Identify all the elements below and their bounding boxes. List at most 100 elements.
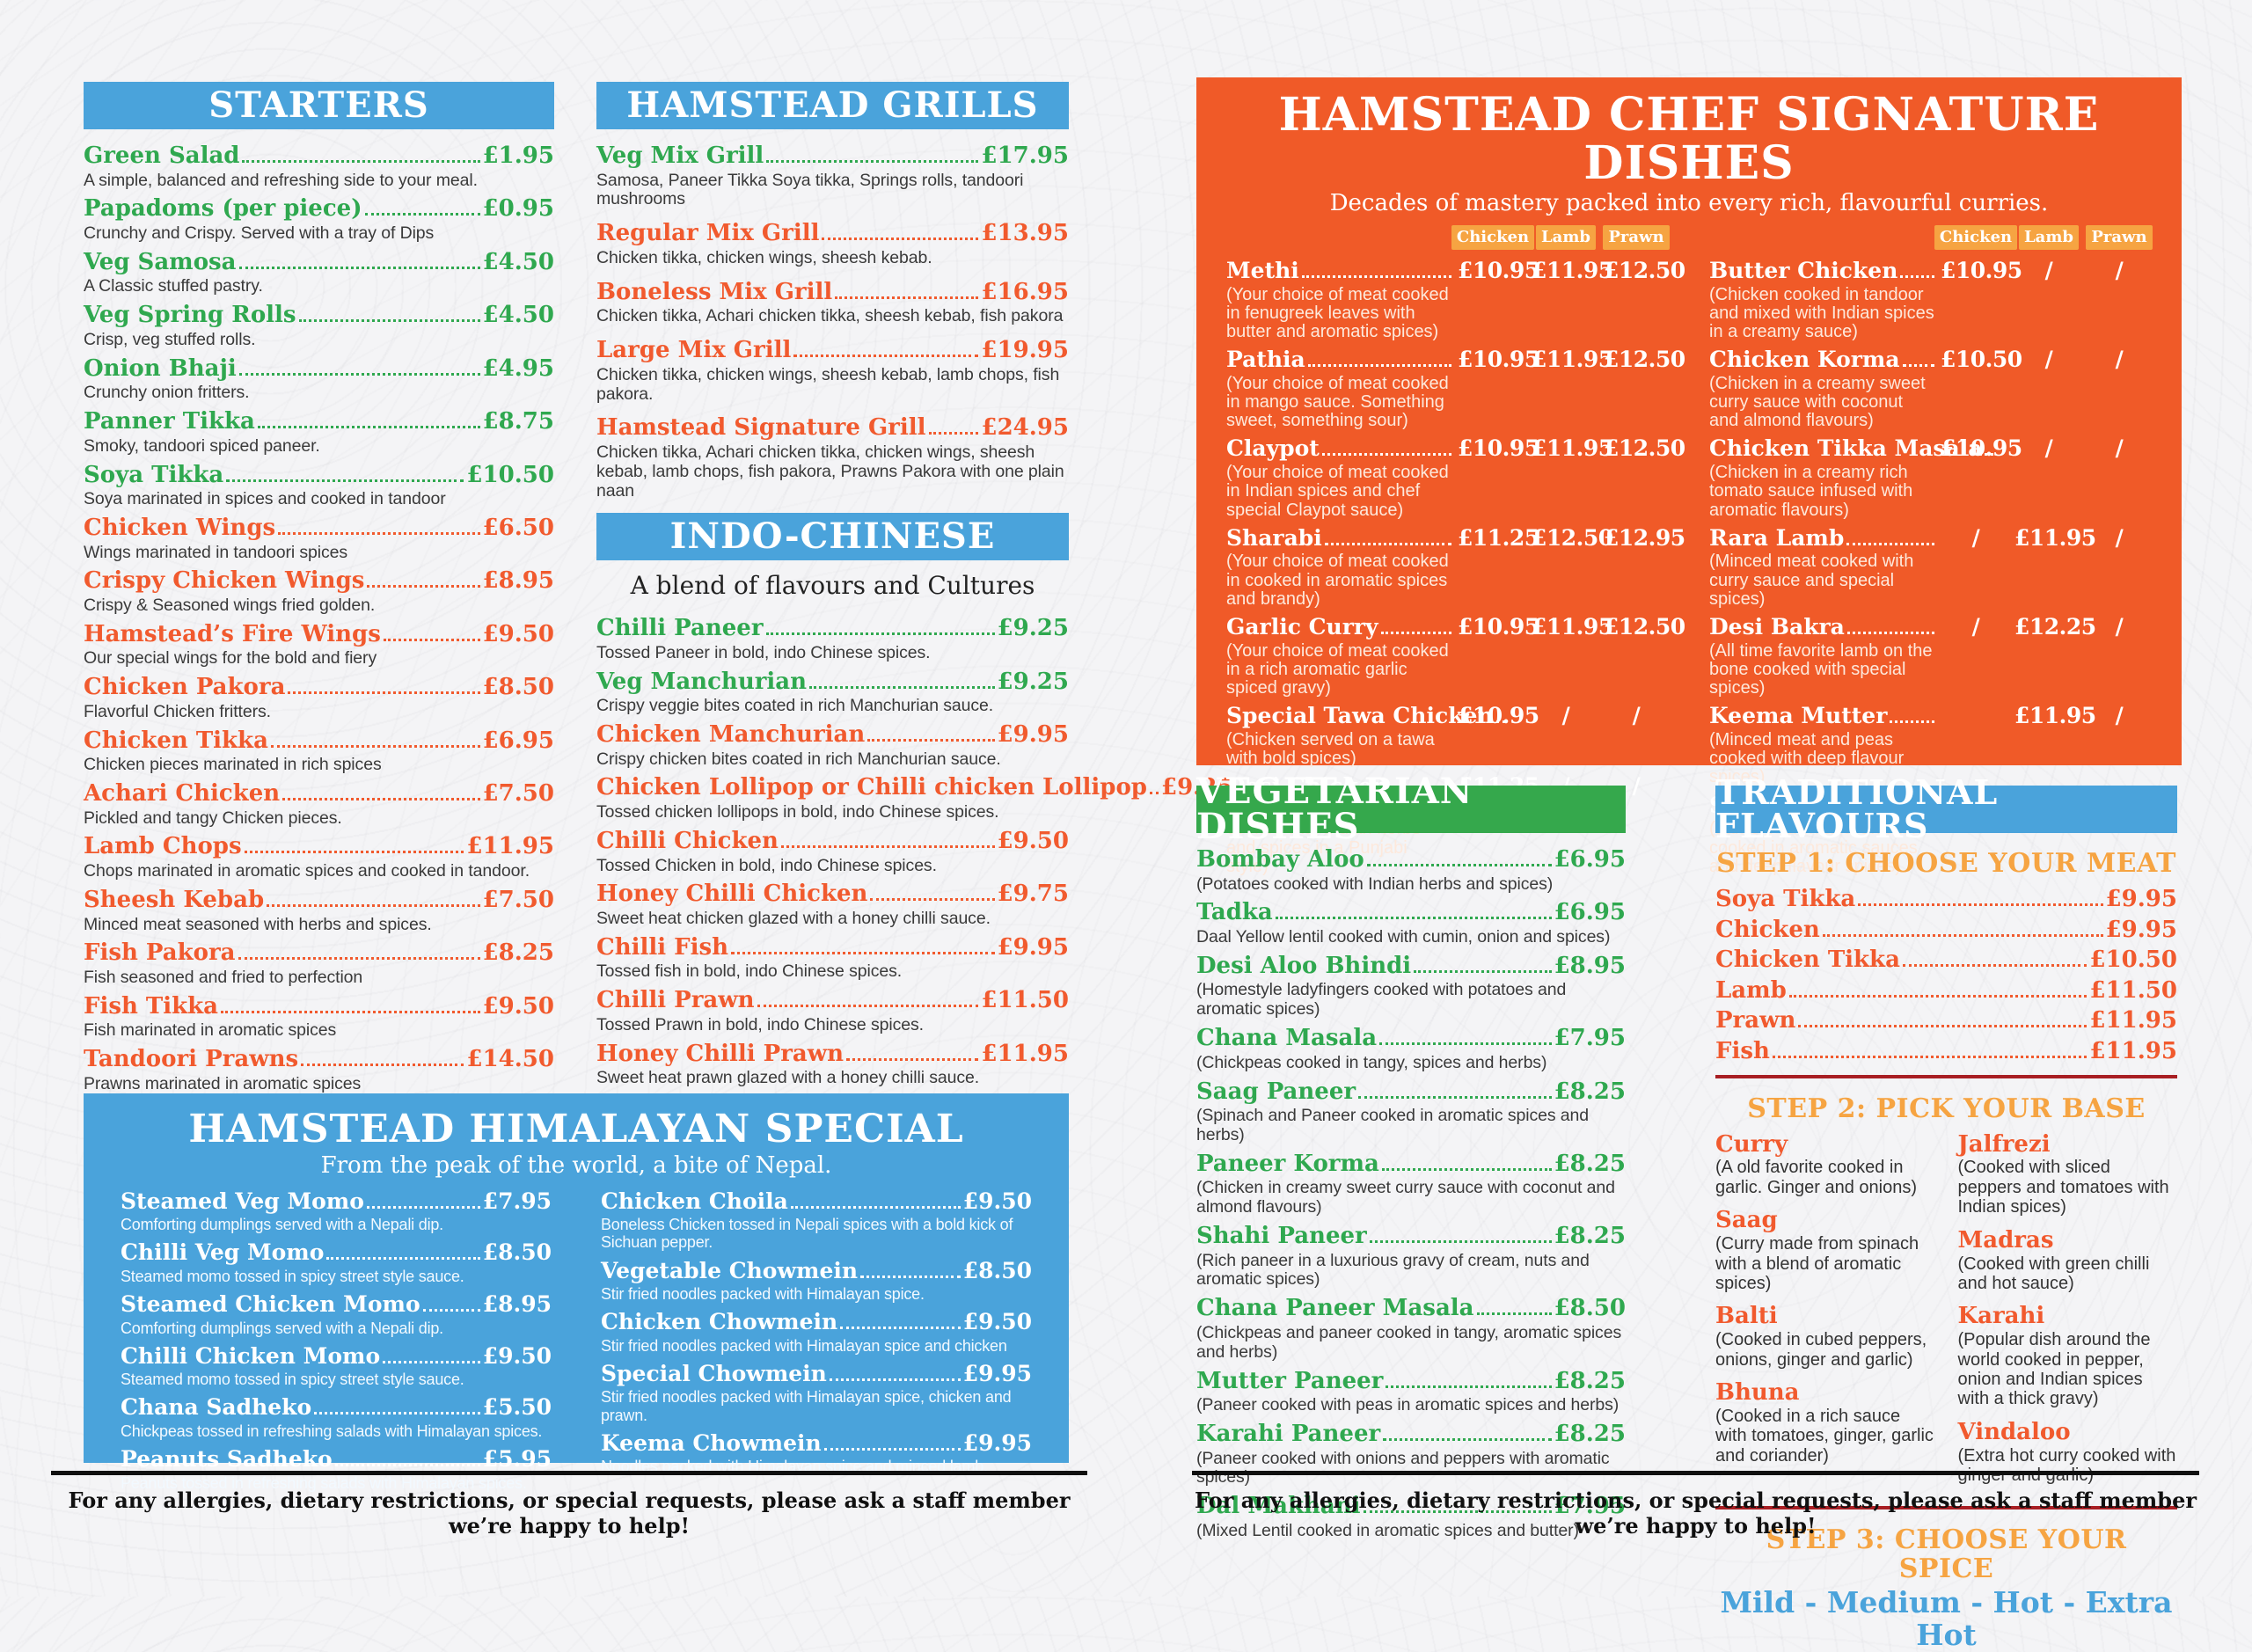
signature-subtitle: Decades of mastery packed into every ric… xyxy=(1329,190,2049,217)
menu-item-description: Wings marinated in tandoori spices xyxy=(84,542,348,562)
menu-item-description: Stir fried noodles packed with Himalayan… xyxy=(601,1336,1007,1355)
dotted-leader xyxy=(829,1378,961,1381)
menu-item-price: £10.50 xyxy=(2089,947,2177,974)
menu-item-description: Tossed Chicken in bold, indo Chinese spi… xyxy=(596,855,937,875)
base-right-list: Jalfrezi (Cooked with sliced peppers and… xyxy=(1958,1131,2178,1496)
menu-item-row: Veg Manchurian £9.25 xyxy=(596,669,1069,695)
dotted-leader xyxy=(383,1360,480,1363)
lamb-price: / xyxy=(1561,703,1570,729)
menu-item: Chicken £9.95 xyxy=(1715,917,2177,943)
menu-item: Veg Manchurian £9.25 Crispy veggie bites… xyxy=(596,669,1069,716)
menu-item-description: (All time favorite lamb on the bone cook… xyxy=(1709,640,1933,698)
menu-item-row: Saag Paneer £8.25 xyxy=(1196,1078,1626,1105)
menu-item-price: £10.50 xyxy=(466,461,554,488)
chicken-price: £10.95 xyxy=(1458,614,1539,640)
menu-item-description: Chicken tikka, Achari chicken tikka, chi… xyxy=(596,442,1064,501)
vegetarian-list: Bombay Aloo £6.95 (Potatoes cooked with … xyxy=(1196,833,1626,1541)
menu-item: Desi Aloo Bhindi £8.95 (Homestyle ladyfi… xyxy=(1196,954,1626,1020)
base-description: (Cooked in a rich sauce with tomatoes, g… xyxy=(1715,1406,1934,1466)
dotted-leader xyxy=(242,160,480,163)
menu-item-name: Chilli Chicken xyxy=(596,827,779,854)
menu-item-description: Our special wings for the bold and fiery xyxy=(84,648,377,669)
menu-item-row: Soya Tikka £9.95 xyxy=(1715,887,2177,912)
footer-divider-left xyxy=(51,1471,1087,1475)
menu-item-row: Chilli Chicken Momo £9.50 xyxy=(121,1344,552,1369)
menu-item-price: £9.25 xyxy=(997,668,1069,695)
menu-item-row: Special Chowmein £9.95 xyxy=(601,1362,1032,1386)
menu-item-price: £9.95 xyxy=(2105,886,2177,912)
dotted-leader xyxy=(334,1464,480,1467)
signature-item: Pathia £10.95 £11.95 £12.50 (Your choice… xyxy=(1226,347,1685,430)
menu-item-price: £9.50 xyxy=(482,620,554,647)
menu-item-description: Stir fried noodles packed with Himalayan… xyxy=(601,1388,1012,1424)
menu-item-name: Mutter Paneer xyxy=(1196,1367,1384,1394)
menu-item-price: £8.50 xyxy=(1554,1295,1626,1322)
indochinese-list: Chilli Paneer £9.25 Tossed Paneer in bol… xyxy=(596,602,1232,1088)
vegetarian-title: VEGETARIAN DISHES xyxy=(1196,771,1473,847)
dotted-leader xyxy=(1386,1385,1552,1388)
menu-item-row: Veg Samosa £4.50 xyxy=(84,250,554,275)
menu-item-name: Keema Chowmein xyxy=(601,1429,822,1456)
dotted-leader xyxy=(1798,1025,2087,1028)
menu-item-name: Fish Pakora xyxy=(84,939,236,967)
menu-item-row: Rara Lamb xyxy=(1709,525,1937,552)
menu-item-price: £8.50 xyxy=(482,674,554,701)
menu-item-name: Saag Paneer xyxy=(1196,1078,1356,1105)
menu-item: Honey Chilli Chicken £9.75 Sweet heat ch… xyxy=(596,881,1069,928)
menu-item-description: Stir fried noodles packed with Himalayan… xyxy=(601,1285,925,1304)
menu-item-row: Fish Pakora £8.25 xyxy=(84,940,554,966)
menu-item-row: Fish £11.95 xyxy=(1715,1039,2177,1064)
dotted-leader xyxy=(757,1005,979,1008)
menu-item-row: Steamed Chicken Momo £8.95 xyxy=(121,1292,552,1317)
dotted-leader xyxy=(809,685,995,689)
menu-item-description: (Chickpeas and paneer cooked in tangy, a… xyxy=(1196,1322,1622,1362)
menu-item: Bombay Aloo £6.95 (Potatoes cooked with … xyxy=(1196,847,1626,894)
menu-item-row: Mutter Paneer £8.25 xyxy=(1196,1367,1626,1394)
menu-item-name: Boneless Mix Grill xyxy=(596,278,833,305)
base-description: (Cooked in cubed peppers, onions, ginger… xyxy=(1715,1330,1927,1370)
base-columns: Curry (A old favorite cooked in garlic. … xyxy=(1715,1131,2178,1496)
menu-item: Paneer Korma £8.25 (Chicken in creamy sw… xyxy=(1196,1151,1626,1217)
menu-item-name: Chicken Korma xyxy=(1709,347,1900,373)
menu-item-name: Karahi Paneer xyxy=(1196,1420,1381,1447)
menu-item-price: £6.95 xyxy=(1554,899,1626,926)
signature-item: Special Tawa Chicken £10.95 / / (Chicken… xyxy=(1226,704,1669,768)
menu-item-price: £1.95 xyxy=(482,143,554,169)
menu-item-description: (Your choice of meat cooked in cooked in… xyxy=(1226,552,1449,609)
menu-item-row: Chilli Paneer £9.25 xyxy=(596,616,1069,641)
menu-item-row: Paneer Korma £8.25 xyxy=(1196,1151,1626,1177)
menu-item-description: Crunchy onion fritters. xyxy=(84,383,250,403)
dotted-leader xyxy=(326,1257,480,1261)
menu-item-price: £7.50 xyxy=(482,780,554,808)
menu-item: Boneless Mix Grill £16.95 Chicken tikka,… xyxy=(596,280,1069,326)
chicken-price: / xyxy=(1971,524,1980,551)
menu-item-name: Panner Tikka xyxy=(84,408,255,435)
menu-item-name: Chilli Veg Momo xyxy=(121,1239,325,1266)
menu-item-name: Chana Paneer Masala xyxy=(1196,1295,1474,1322)
menu-item-row: Chicken Korma xyxy=(1709,347,1937,373)
menu-item-name: Crispy Chicken Wings xyxy=(84,567,365,595)
step3-title: STEP 3: CHOOSE YOUR SPICE xyxy=(1766,1524,2127,1585)
menu-item-name: Fish Tikka xyxy=(84,992,219,1020)
chicken-column-badge: Chicken xyxy=(1451,224,1535,250)
lamb-price: £11.95 xyxy=(1532,614,1613,640)
menu-item: Chana Masala £7.95 (Chickpeas cooked in … xyxy=(1196,1026,1626,1072)
step2-title: STEP 2: PICK YOUR BASE xyxy=(1747,1093,2146,1124)
menu-item-row: Vegetable Chowmein £8.50 xyxy=(601,1259,1032,1283)
menu-item-description: (Homestyle ladyfingers cooked with potat… xyxy=(1196,980,1567,1020)
menu-item-name: Large Mix Grill xyxy=(596,337,792,364)
lamb-price: £11.95 xyxy=(1532,435,1613,462)
menu-item-price: £5.50 xyxy=(482,1394,552,1421)
signature-item: Keema Mutter £11.95 / (Minced meat and p… xyxy=(1709,704,2152,786)
menu-item: Chicken Manchurian £9.95 Crispy chicken … xyxy=(596,722,1069,769)
dotted-leader xyxy=(823,1447,961,1451)
chicken-price: £10.95 xyxy=(1458,347,1539,373)
menu-item-price: £8.50 xyxy=(962,1257,1032,1283)
menu-item-description: (Chicken in creamy sweet curry sauce wit… xyxy=(1196,1178,1615,1217)
menu-item-description: Sweet heat chicken glazed with a honey c… xyxy=(596,908,991,928)
menu-item-row: Pathia xyxy=(1226,347,1454,373)
menu-item-row: Chicken Lollipop or Chilli chicken Lolli… xyxy=(596,775,1232,800)
menu-item-description: Samosa, Paneer Tikka Soya tikka, Springs… xyxy=(596,170,1024,209)
menu-item-price: £5.95 xyxy=(482,1446,552,1473)
signature-item: Claypot £10.95 £11.95 £12.50 (Your choic… xyxy=(1226,435,1685,519)
